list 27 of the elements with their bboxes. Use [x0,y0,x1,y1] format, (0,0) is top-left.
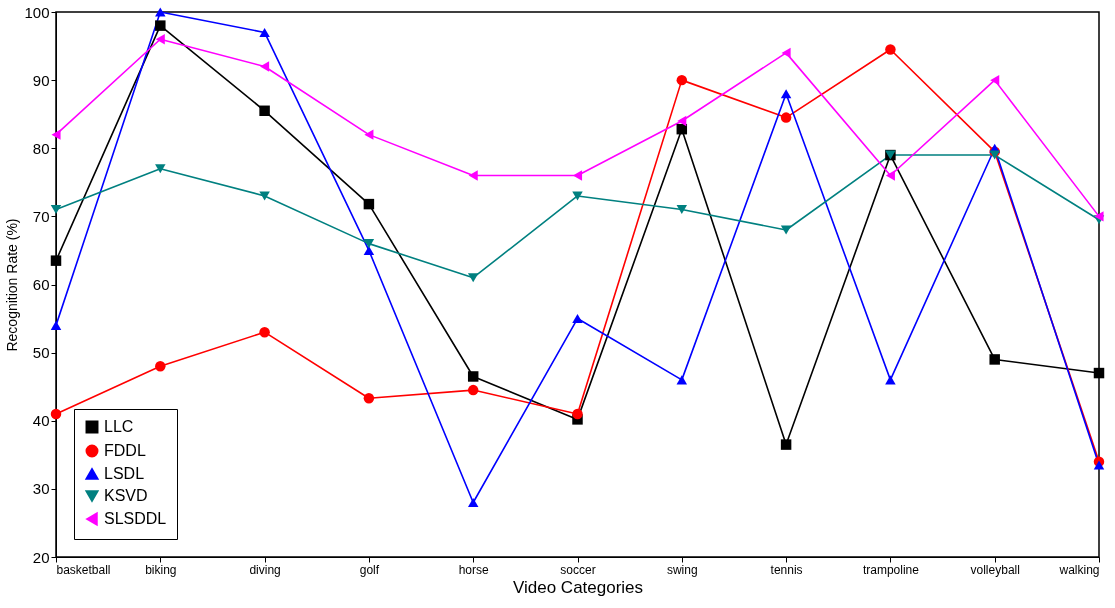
x-tick-label: trampoline [862,562,920,577]
x-axis-title: Video Categories [512,577,644,597]
legend-label: SLSDDL [104,510,167,527]
y-tick-label: 50 [32,344,50,362]
x-tick-label: swing [666,562,698,577]
y-tick-label: 70 [32,207,50,225]
y-tick-label: 30 [32,480,50,498]
x-tick-label: diving [249,562,281,577]
y-tick-label: 20 [32,548,50,566]
x-tick-label: walking [1058,562,1100,577]
x-tick-label: soccer [560,562,596,577]
legend-label: LLC [104,418,134,435]
y-tick-label: 60 [32,276,50,293]
legend-label: FDDL [104,442,146,459]
legend-label: KSVD [104,487,148,504]
y-tick-label: 80 [32,139,50,157]
x-tick-label: horse [458,562,490,577]
x-tick-label: volleyball [970,562,1020,577]
y-tick-label: 100 [24,3,50,21]
x-tick-label: biking [145,562,177,577]
x-tick-label: basketball [56,562,111,577]
y-axis-title: Recognition Rate (%) [4,218,21,352]
legend-label: LSDL [104,465,145,482]
y-tick-label: 90 [32,71,50,89]
y-tick-label: 40 [32,412,50,430]
x-tick-label: golf [359,562,380,577]
x-tick-label: tennis [770,562,803,577]
